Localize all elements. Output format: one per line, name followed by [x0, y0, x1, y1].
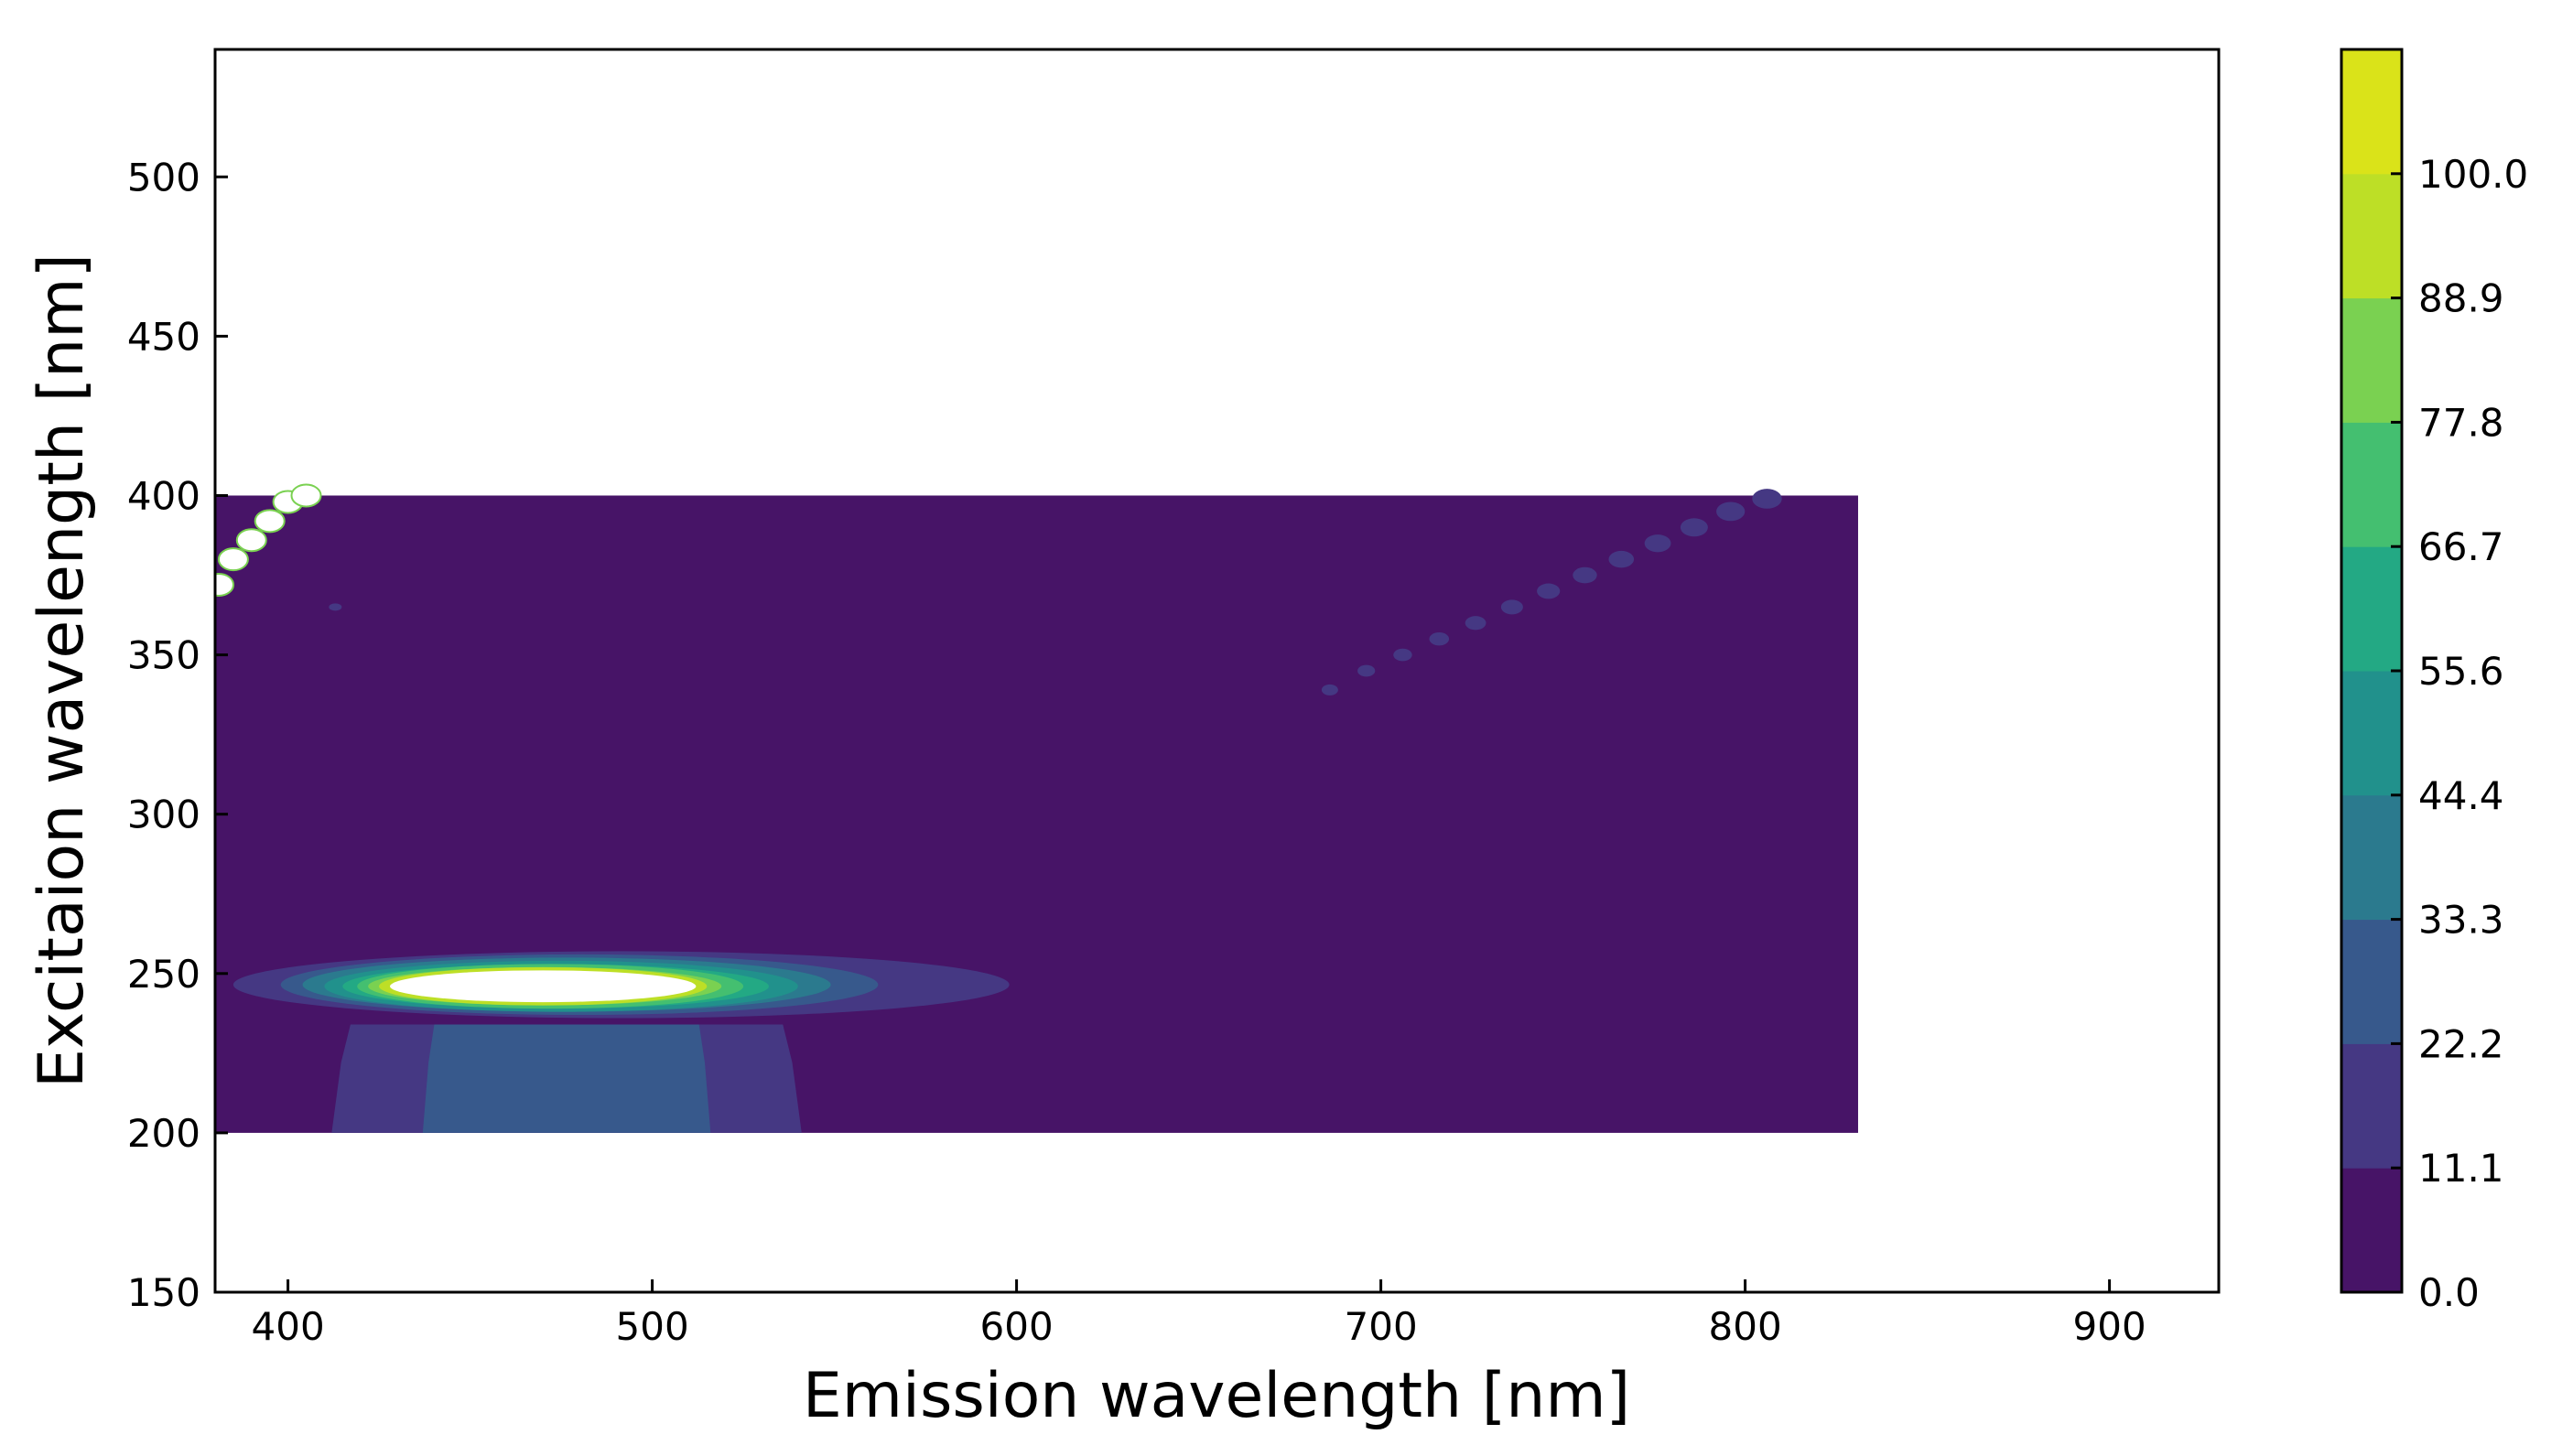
y-axis-label: Excitaion wavelength [nm]	[26, 253, 98, 1088]
colorbar-tick-label: 55.6	[2418, 649, 2504, 694]
x-axis: 400 500 600 700 800 900	[252, 1279, 2146, 1349]
rayleigh-dot	[1500, 599, 1523, 615]
x-tick-label: 700	[1345, 1304, 1418, 1349]
small-spot	[329, 603, 342, 611]
colorbar-tick-label: 0.0	[2418, 1270, 2480, 1315]
colorbar-segment	[2341, 297, 2402, 423]
y-tick-label: 350	[127, 633, 200, 678]
rayleigh-dot	[1752, 489, 1782, 509]
rayleigh-dot	[1393, 648, 1412, 662]
colorbar-tick-label: 100.0	[2418, 152, 2528, 197]
colorbar: 0.0 11.1 22.2 33.3 44.4 55.6 66.7 77.8 88.9 100.0	[2340, 48, 2528, 1315]
y-tick-label: 500	[127, 155, 200, 200]
y-axis: 150 200 250 300 350 400 450 500	[127, 155, 228, 1315]
colorbar-segment	[2341, 422, 2402, 547]
colorbar-segment	[2341, 671, 2402, 796]
colorbar-segment	[2341, 919, 2402, 1044]
x-axis-label: Emission wavelength [nm]	[803, 1360, 1630, 1432]
contour-fills	[215, 483, 1858, 1133]
peak-contour-8	[390, 970, 697, 1003]
y-tick-label: 150	[127, 1270, 200, 1315]
rayleigh-dot	[1644, 534, 1671, 553]
scatter-band-point	[215, 572, 234, 597]
rayleigh-dot	[1680, 518, 1708, 537]
scatter-band-point	[254, 509, 286, 534]
colorbar-tick-label: 88.9	[2418, 276, 2504, 321]
rayleigh-dot	[1573, 566, 1597, 584]
colorbar-segment	[2341, 49, 2402, 175]
plot-area	[215, 483, 1858, 1133]
x-tick-label: 400	[252, 1304, 325, 1349]
scatter-band-point	[217, 547, 249, 572]
plot-frame	[213, 48, 2221, 1294]
colorbar-segment	[2341, 173, 2402, 299]
colorbar-segment	[2341, 546, 2402, 672]
rayleigh-dot	[1537, 583, 1561, 599]
colorbar-segment	[2341, 1168, 2402, 1293]
peak-tail-level-1	[422, 1024, 711, 1133]
y-tick-label: 200	[127, 1111, 200, 1156]
rayleigh-dot	[1716, 502, 1746, 522]
scatter-band-point	[290, 483, 322, 508]
x-tick-label: 900	[2073, 1304, 2146, 1349]
colorbar-tick-label: 66.7	[2418, 524, 2504, 569]
x-tick-label: 600	[980, 1304, 1054, 1349]
colorbar-segment	[2341, 794, 2402, 921]
y-tick-label: 450	[127, 314, 200, 359]
x-tick-label: 500	[616, 1304, 689, 1349]
colorbar-tick-label: 77.8	[2418, 400, 2504, 445]
rayleigh-dot	[1321, 684, 1338, 696]
rayleigh-dot	[1465, 616, 1486, 631]
rayleigh-dot	[1357, 664, 1376, 677]
rayleigh-dot	[1429, 631, 1450, 646]
scatter-band-point	[235, 528, 267, 553]
colorbar-tick-label: 22.2	[2418, 1021, 2504, 1066]
colorbar-tick-label: 33.3	[2418, 898, 2504, 943]
x-tick-label: 800	[1709, 1304, 1782, 1349]
y-tick-label: 250	[127, 952, 200, 997]
y-tick-label: 400	[127, 473, 200, 518]
colorbar-tick-label: 44.4	[2418, 773, 2504, 818]
y-tick-label: 300	[127, 793, 200, 837]
rayleigh-dot	[1608, 550, 1635, 568]
colorbar-tick-label: 11.1	[2418, 1146, 2504, 1191]
colorbar-segment	[2341, 1043, 2402, 1169]
